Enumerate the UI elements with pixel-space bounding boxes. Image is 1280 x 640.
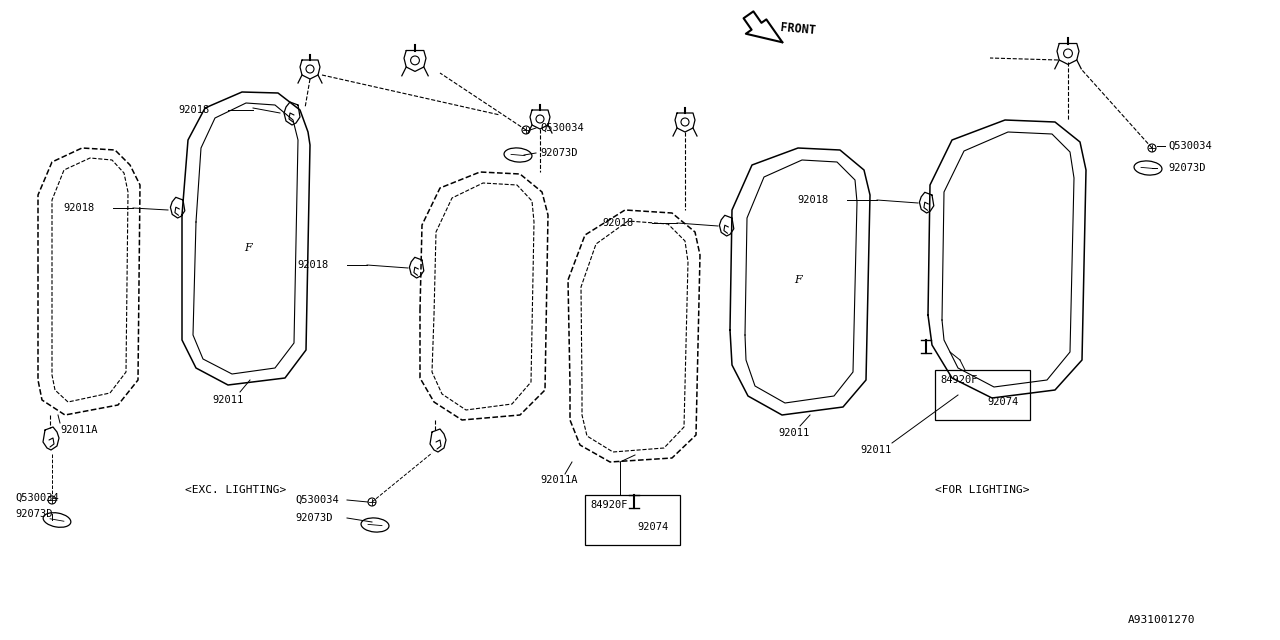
Text: 84920F: 84920F: [590, 500, 627, 510]
Text: Q530034: Q530034: [294, 495, 339, 505]
Text: 92073D: 92073D: [540, 148, 577, 158]
Text: 92018: 92018: [602, 218, 634, 228]
Text: 92011: 92011: [778, 428, 809, 438]
Text: Q530034: Q530034: [1169, 141, 1212, 151]
Text: Q530034: Q530034: [15, 493, 59, 503]
Text: 92073D: 92073D: [1169, 163, 1206, 173]
Text: F: F: [244, 243, 252, 253]
Text: 92073D: 92073D: [15, 509, 52, 519]
Text: 92011: 92011: [860, 445, 891, 455]
Text: <FOR LIGHTING>: <FOR LIGHTING>: [934, 485, 1029, 495]
Text: 92011: 92011: [212, 395, 243, 405]
Text: F: F: [794, 275, 801, 285]
Text: 92074: 92074: [637, 522, 668, 532]
Text: 92073D: 92073D: [294, 513, 333, 523]
Text: 92011A: 92011A: [60, 425, 97, 435]
Text: <EXC. LIGHTING>: <EXC. LIGHTING>: [186, 485, 287, 495]
Text: 92018: 92018: [63, 203, 95, 213]
Text: 92074: 92074: [987, 397, 1019, 407]
Text: 92011A: 92011A: [540, 475, 577, 485]
Text: 92018: 92018: [297, 260, 328, 270]
Text: FRONT: FRONT: [780, 21, 817, 37]
Text: 92018: 92018: [797, 195, 828, 205]
Text: Q530034: Q530034: [540, 123, 584, 133]
Text: A931001270: A931001270: [1128, 615, 1196, 625]
Text: 84920F: 84920F: [940, 375, 978, 385]
Text: 92018: 92018: [178, 105, 209, 115]
